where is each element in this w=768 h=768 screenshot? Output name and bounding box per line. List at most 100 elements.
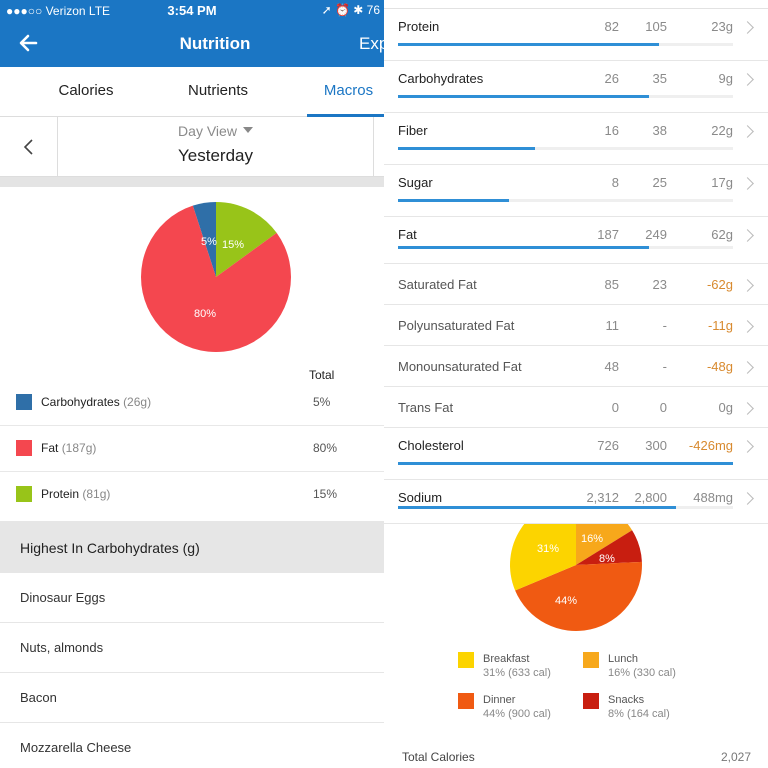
nutrient-name: Fat [398,227,417,242]
macro-row-protein[interactable]: Protein (81g) 15% [0,472,384,518]
nutrients-screen: Protein 82 105 23g Carbohydrates 26 35 9g Fiber 1… [384,0,768,768]
nutrient-row[interactable]: Fiber 16 38 22g [384,113,768,165]
nutrient-name: Protein [398,19,440,34]
breakfast-swatch [458,652,474,668]
progress-track [398,246,733,249]
meal-detail: 44% (900 cal) [483,708,551,720]
divider [373,117,374,177]
nutrient-row[interactable]: Cholesterol 726 300 -426mg [384,428,768,480]
chevron-right-icon [741,440,754,453]
nutrient-name: Fiber [398,123,428,138]
previous-day-button[interactable] [0,117,58,177]
progress-fill [398,147,536,150]
day-view-dropdown[interactable]: Day View [58,123,373,139]
nutrient-row[interactable]: Trans Fat 0 0 0g [384,387,768,428]
nutrient-left: 488mg [693,490,733,505]
nutrient-total: 48 [604,359,619,374]
nutrient-name: Cholesterol [398,438,464,453]
nav-bar: Nutrition Exp [0,22,384,67]
food-item[interactable]: Mozzarella Cheese [0,723,384,768]
dinner-swatch [458,693,474,709]
export-button[interactable]: Exp [359,34,384,53]
progress-track [398,147,733,150]
pie-slice [576,530,642,565]
macro-label: Protein (81g) [41,487,110,501]
back-arrow-icon[interactable] [16,30,42,56]
nutrient-row[interactable]: Sodium 2,312 2,800 488mg [384,480,768,524]
chevron-right-icon [741,125,754,138]
chevron-right-icon [741,279,754,292]
highest-in-header: Highest In Carbohydrates (g) [0,521,384,573]
pie-slice-label: 44% [555,595,577,607]
nutrient-row[interactable]: Protein 82 105 23g [384,9,768,61]
macro-grams: (26g) [123,395,152,409]
nutrient-total: 82 [604,19,619,34]
meals-pie-chart: 16% 8% 44% 31% [510,524,642,631]
macro-percent: 5% [313,395,331,409]
tab-bar: Calories Nutrients Macros [0,67,384,117]
lunch-swatch [583,652,599,668]
chevron-right-icon [741,492,754,505]
nutrient-row[interactable]: Polyunsaturated Fat 11 - -11g [384,305,768,346]
progress-track [398,462,733,465]
nutrient-left: 62g [711,227,733,242]
nutrient-left: -62g [706,277,733,292]
nutrient-goal: 25 [652,175,667,190]
meal-detail: 16% (330 cal) [608,667,676,679]
nutrient-row[interactable]: Fat 187 249 62g [384,217,768,264]
progress-track [398,506,733,509]
food-item[interactable]: Nuts, almonds [0,623,384,673]
pie-slice [515,561,642,631]
carbohydrates-swatch [16,394,32,410]
meal-detail: 31% (633 cal) [483,667,551,679]
nutrient-left: 22g [711,123,733,138]
progress-fill [398,506,677,509]
nutrient-name: Sodium [398,490,443,505]
pie-slice-label: 16% [581,533,603,545]
pie-slice-label: 8% [599,553,615,565]
progress-fill [398,246,650,249]
day-view-label: Day View [178,123,237,139]
progress-fill [398,462,733,465]
macro-row-fat[interactable]: Fat (187g) 80% [0,426,384,472]
nutrient-goal: 2,800 [634,490,667,505]
tab-macros[interactable]: Macros [307,67,384,117]
pie-slice [216,202,277,277]
nutrient-left: 0g [718,400,733,415]
nutrient-total: 187 [597,227,619,242]
nutrient-goal: 23 [652,277,667,292]
nutrient-name: Sugar [398,175,433,190]
nutrient-row[interactable]: Monounsaturated Fat 48 - -48g [384,346,768,387]
progress-fill [398,199,509,202]
pie-slice [576,524,633,565]
chevron-right-icon [741,21,754,34]
progress-fill [398,43,660,46]
tab-calories[interactable]: Calories [58,82,114,99]
nutrient-name: Monounsaturated Fat [398,359,522,374]
pie-slice [141,205,291,352]
nutrient-goal: - [662,318,667,333]
food-item[interactable]: Bacon [0,673,384,723]
pie-slice-label: 31% [537,543,559,555]
nutrient-name: Trans Fat [398,400,454,415]
nutrient-row[interactable]: Saturated Fat 85 23 -62g [384,264,768,305]
macro-name: Fat [41,441,59,455]
chevron-right-icon [741,361,754,374]
progress-track [398,43,733,46]
macro-row-carbohydrates[interactable]: Carbohydrates (26g) 5% [0,380,384,426]
total-calories-value: 2,027 [720,750,751,764]
status-icons: ➚ ⏰ ✱ 76 [321,3,380,17]
nutrient-goal: 249 [645,227,667,242]
progress-fill [398,95,650,98]
tab-nutrients[interactable]: Nutrients [187,82,249,99]
page-title: Nutrition [179,34,251,53]
nutrient-row[interactable]: Carbohydrates 26 35 9g [384,61,768,113]
nutrient-row[interactable]: Sugar 8 25 17g [384,165,768,217]
chevron-right-icon [741,402,754,415]
food-item[interactable]: Dinosaur Eggs [0,573,384,623]
nutrient-left: 23g [711,19,733,34]
fat-swatch [16,440,32,456]
nutrient-goal: 0 [659,400,667,415]
macro-label: Carbohydrates (26g) [41,395,151,409]
nutrient-total: 8 [611,175,619,190]
